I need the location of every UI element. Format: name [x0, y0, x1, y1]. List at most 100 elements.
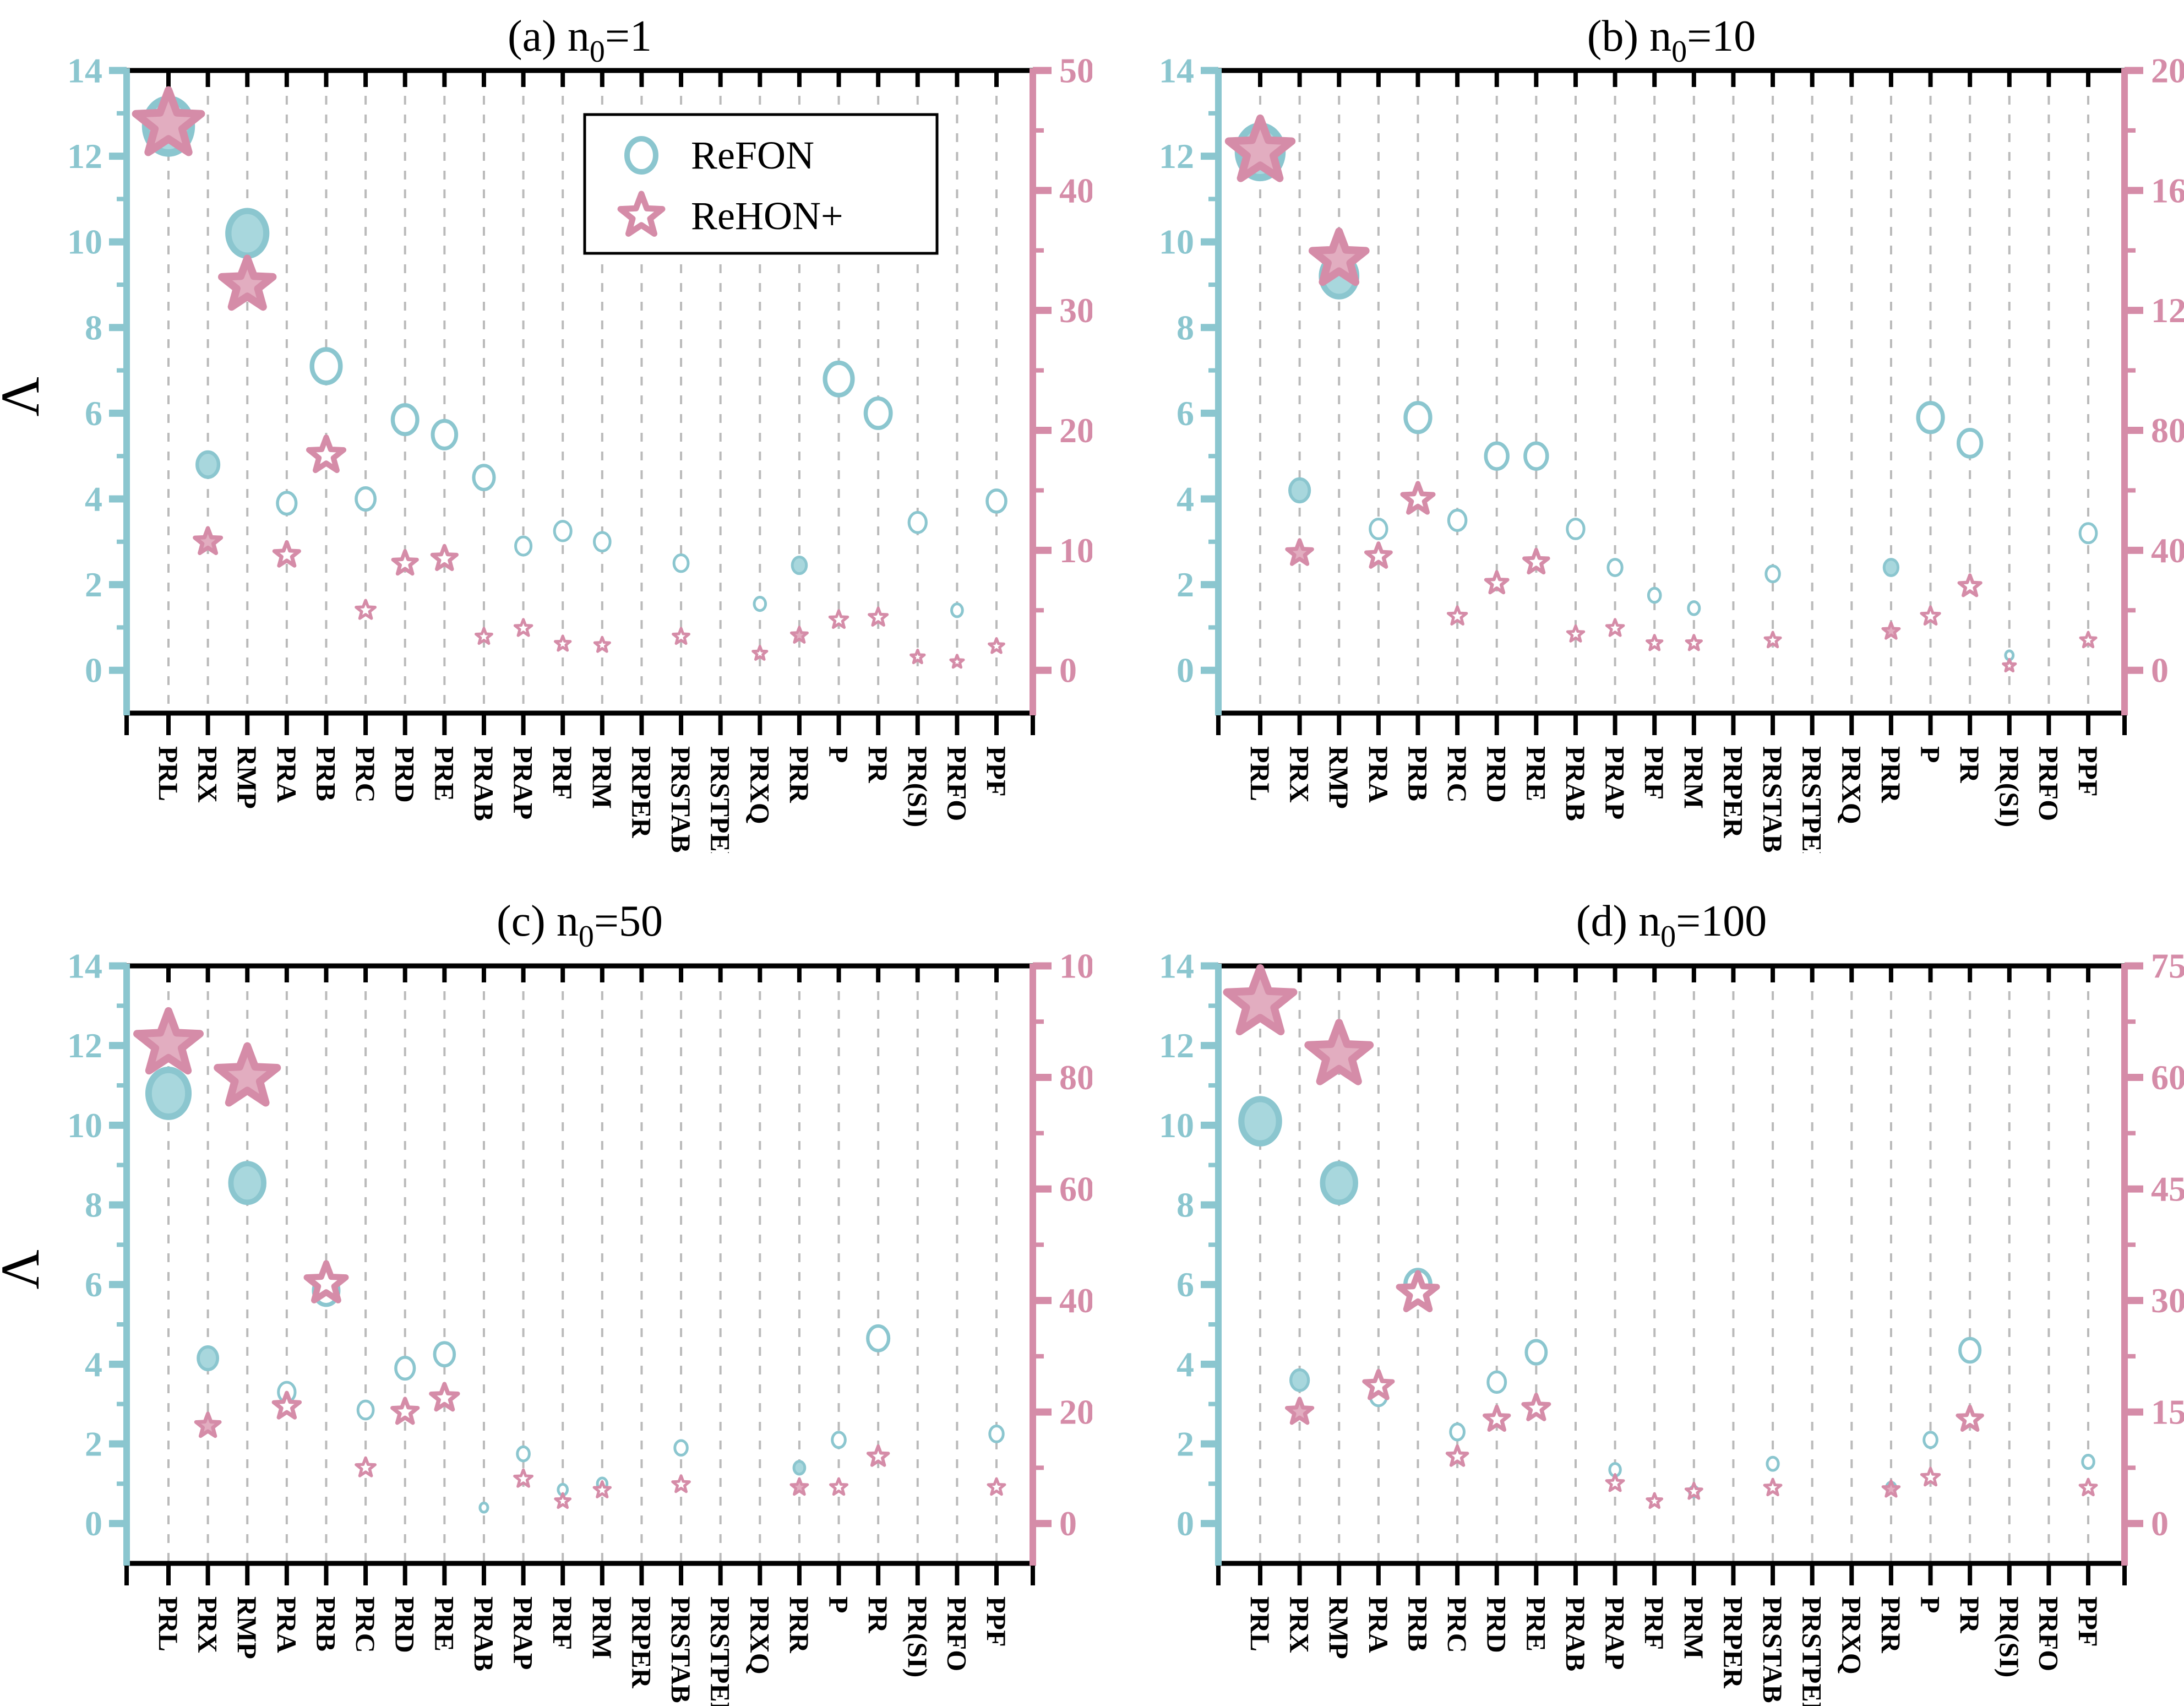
- refon-marker-PRX: [197, 1345, 220, 1372]
- refon-marker-P: [1922, 1431, 1938, 1449]
- panel-b: 0 2 4 6 8 10 12 14 0 40 80 120 160 200 PRL PRX RMP PRA PRB…: [1092, 0, 2184, 853]
- left-tick-label-10: 10: [1159, 1106, 1194, 1145]
- refon-marker-PRAP: [516, 1445, 531, 1463]
- refon-marker-RMP: [228, 1161, 266, 1205]
- x-tick-label-PRR: PRR: [784, 746, 815, 803]
- rehon-marker-PR(SI): [909, 648, 926, 665]
- x-tick-label-PRE: PRE: [1521, 746, 1551, 801]
- rehon-marker-PRAB: [475, 627, 493, 645]
- rehon-marker-PR(SI): [2002, 658, 2017, 672]
- left-tick-label-4: 4: [1177, 480, 1194, 519]
- right-tick-label-60: 60: [1059, 1170, 1092, 1209]
- refon-marker-PRC: [355, 486, 377, 512]
- refon-marker-PRB: [1403, 401, 1433, 434]
- refon-marker-PRSTAB: [1764, 564, 1781, 584]
- x-tick-label-PRR: PRR: [784, 1596, 815, 1654]
- x-tick-label-RMP: RMP: [1324, 746, 1354, 809]
- x-tick-label-PRAP: PRAP: [1600, 746, 1631, 819]
- refon-marker-PRM: [592, 531, 612, 553]
- x-tick-label-PRAP: PRAP: [1600, 1596, 1631, 1670]
- left-tick-label-0: 0: [1177, 1504, 1194, 1543]
- right-tick-label-100: 100: [1059, 947, 1092, 986]
- rehon-marker-PRC: [1445, 1444, 1469, 1467]
- rehon-marker-PRD: [1482, 1404, 1511, 1432]
- x-tick-label-PRSTAB: PRSTAB: [666, 746, 696, 853]
- left-tick-label-14: 14: [1159, 51, 1194, 90]
- rehon-marker-PRR: [789, 1477, 809, 1496]
- rehon-marker-PRA: [1364, 541, 1393, 569]
- right-tick-label-80: 80: [1059, 1058, 1092, 1097]
- right-tick-label-120: 120: [2151, 291, 2184, 330]
- x-tick-label-PRM: PRM: [587, 746, 618, 809]
- rehon-marker-PRA: [272, 540, 301, 568]
- x-tick-label-PRL: PRL: [1245, 1596, 1276, 1651]
- refon-marker-PRD: [390, 403, 420, 436]
- refon-marker-PRE: [1523, 441, 1549, 471]
- refon-marker-PRD: [1484, 441, 1510, 471]
- x-tick-label-PR: PR: [1954, 746, 1985, 784]
- x-tick-label-PRX: PRX: [1284, 1596, 1315, 1653]
- x-tick-label-PRR: PRR: [1876, 1596, 1907, 1654]
- x-tick-label-PRL: PRL: [153, 746, 184, 801]
- refon-marker-PRF: [553, 520, 573, 542]
- x-tick-label-PR: PR: [1954, 1596, 1985, 1634]
- rehon-marker-PPF: [2079, 631, 2098, 649]
- refon-marker-PRFO: [950, 602, 964, 618]
- x-tick-label-PRM: PRM: [1679, 746, 1709, 809]
- panel-c: 0 2 4 6 8 10 12 14 0 20 40 60 80 100 PRL PRX RMP PRA PRB PR…: [0, 853, 1092, 1706]
- left-tick-label-6: 6: [85, 1265, 102, 1304]
- x-tick-label-PPF: PPF: [981, 1596, 1012, 1647]
- rehon-marker-PR: [1957, 573, 1983, 597]
- rehon-marker-PPF: [987, 1477, 1006, 1496]
- x-tick-label-PRAB: PRAB: [1560, 1596, 1591, 1671]
- x-tick-label-PRPER: PRPER: [1718, 746, 1749, 839]
- chart-svg-b: 0 2 4 6 8 10 12 14 0 40 80 120 160 200 PRL PRX RMP PRA PRB…: [1159, 12, 2184, 853]
- left-tick-label-6: 6: [1177, 394, 1194, 433]
- rehon-marker-PRR: [1881, 1479, 1901, 1498]
- rehon-marker-PR: [868, 606, 889, 627]
- x-tick-label-PRD: PRD: [390, 746, 421, 803]
- right-tick-label-40: 40: [2151, 531, 2184, 570]
- left-tick-label-0: 0: [85, 651, 102, 690]
- right-tick-label-0: 0: [1059, 651, 1077, 690]
- left-tick-label-0: 0: [1177, 651, 1194, 690]
- x-tick-label-PRX: PRX: [193, 746, 224, 803]
- left-tick-label-14: 14: [1159, 947, 1194, 986]
- left-tick-label-2: 2: [1177, 1425, 1194, 1464]
- x-tick-label-PRSTPER: PRSTPER: [705, 746, 736, 853]
- right-tick-label-0: 0: [2151, 1504, 2169, 1543]
- x-tick-label-PR(SI): PR(SI): [902, 746, 933, 827]
- right-tick-label-500: 500: [1059, 51, 1092, 90]
- legend-circle-icon: [624, 136, 658, 175]
- x-tick-label-PRA: PRA: [1363, 1596, 1394, 1653]
- x-tick-label-PRA: PRA: [271, 1596, 302, 1653]
- refon-marker-PR(SI): [907, 510, 928, 534]
- rehon-marker-RMP: [1308, 227, 1370, 286]
- right-tick-label-0: 0: [2151, 651, 2169, 690]
- x-tick-label-PRM: PRM: [1679, 1596, 1709, 1659]
- rehon-marker-P: [829, 1477, 849, 1496]
- left-tick-label-10: 10: [67, 1106, 102, 1145]
- refon-marker-PPF: [2081, 1453, 2095, 1470]
- right-tick-label-0: 0: [1059, 1504, 1077, 1543]
- x-tick-label-PRF: PRF: [547, 746, 578, 800]
- rehon-marker-PRB: [1396, 1270, 1440, 1312]
- rehon-marker-PPF: [2078, 1477, 2098, 1497]
- x-tick-label-PRD: PRD: [1482, 1596, 1512, 1653]
- right-tick-label-40: 40: [1059, 1281, 1092, 1320]
- refon-marker-PRC: [1447, 508, 1468, 532]
- refon-marker-PRM: [1687, 600, 1701, 616]
- rehon-marker-RMP: [1304, 1019, 1374, 1085]
- x-tick-label-PRFO: PRFO: [941, 746, 972, 821]
- rehon-marker-P: [1920, 605, 1941, 626]
- rehon-marker-PRD: [1484, 570, 1510, 595]
- rehon-marker-PRSTAB: [672, 627, 690, 645]
- left-tick-label-8: 8: [1177, 308, 1194, 347]
- right-tick-label-15: 15: [2151, 1393, 2184, 1432]
- x-tick-label-PRPER: PRPER: [1718, 1596, 1749, 1689]
- left-tick-label-10: 10: [1159, 222, 1194, 262]
- rehon-marker-RMP: [218, 254, 277, 311]
- tilde-glyph: ∼: [0, 1249, 5, 1285]
- rehon-marker-PRB: [1400, 481, 1436, 515]
